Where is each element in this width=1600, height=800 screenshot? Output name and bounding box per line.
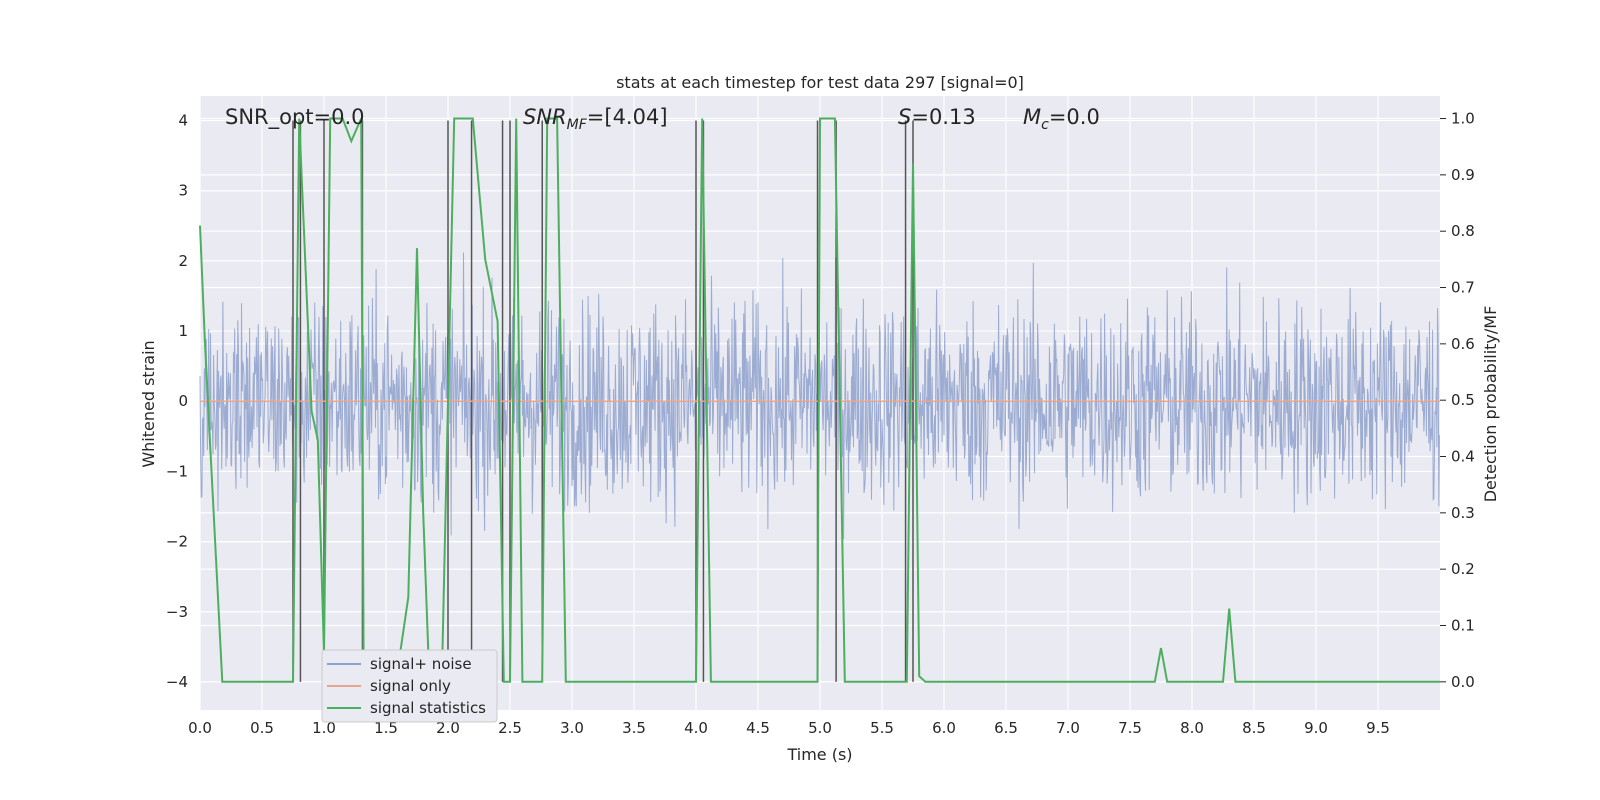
y-right-tick-label: 0.5 — [1451, 391, 1475, 409]
x-tick-label: 2.0 — [436, 719, 460, 737]
x-tick-label: 3.5 — [622, 719, 646, 737]
y-right-tick-label: 0.7 — [1451, 279, 1475, 297]
y-right-tick-label: 0.9 — [1451, 166, 1475, 184]
y-left-tick-label: 2 — [178, 252, 188, 270]
x-tick-label: 0.0 — [188, 719, 212, 737]
y-left-tick-label: 3 — [178, 182, 188, 200]
x-axis-title: Time (s) — [786, 745, 852, 764]
chart-title: stats at each timestep for test data 297… — [616, 73, 1024, 92]
annotation-snr-mf-sub: MF — [567, 117, 588, 133]
y-right-axis-ticks: 1.0 0.9 0.8 0.7 0.6 0.5 0.4 0.3 0.2 0.1 0.0 — [1440, 110, 1475, 691]
y-left-tick-label: 1 — [178, 322, 188, 340]
x-tick-label: 1.0 — [312, 719, 336, 737]
annotation-s-value: =0.13 — [911, 105, 975, 129]
annotation-mc: Mc=0.0 — [1023, 105, 1100, 133]
annotation-mc-sub: c — [1041, 117, 1049, 133]
legend-label-statistics: signal statistics — [370, 699, 486, 717]
x-tick-label: 3.0 — [560, 719, 584, 737]
annotation-snr-opt: SNR_opt=0.0 — [225, 105, 365, 130]
annotation-s-main: S — [898, 105, 911, 129]
x-tick-label: 5.0 — [808, 719, 832, 737]
x-axis-ticks: 0.0 0.5 1.0 1.5 2.0 2.5 3.0 3.5 4.0 4.5 5.0 5.5 6.0 6… — [188, 719, 1390, 737]
statistics-series — [199, 117, 1440, 683]
y-right-tick-label: 0.6 — [1451, 335, 1475, 353]
annotation-snr-mf-value: =[4.04] — [587, 105, 668, 129]
y-right-tick-label: 0.2 — [1451, 560, 1475, 578]
y-right-axis-title: Detection probability/MF — [1481, 306, 1500, 503]
x-tick-label: 9.5 — [1366, 719, 1390, 737]
x-tick-label: 1.5 — [374, 719, 398, 737]
x-tick-label: 4.5 — [746, 719, 770, 737]
y-right-tick-label: 0.3 — [1451, 504, 1475, 522]
x-tick-label: 9.0 — [1304, 719, 1328, 737]
x-tick-label: 0.5 — [250, 719, 274, 737]
legend: signal+ noise signal only signal statist… — [321, 649, 498, 723]
y-right-tick-label: 0.4 — [1451, 448, 1475, 466]
annotation-snr-mf: SNRMF=[4.04] — [523, 105, 668, 133]
legend-label-noise: signal+ noise — [370, 655, 472, 673]
x-tick-label: 6.0 — [932, 719, 956, 737]
y-left-tick-label: −3 — [166, 603, 188, 621]
x-tick-label: 2.5 — [498, 719, 522, 737]
x-tick-label: 6.5 — [994, 719, 1018, 737]
x-tick-label: 7.5 — [1118, 719, 1142, 737]
y-left-tick-label: −1 — [166, 462, 188, 480]
x-tick-label: 4.0 — [684, 719, 708, 737]
annotation-mc-main: M — [1023, 105, 1041, 129]
y-right-tick-label: 0.1 — [1451, 617, 1475, 635]
x-tick-label: 5.5 — [870, 719, 894, 737]
y-right-tick-label: 0.0 — [1451, 673, 1475, 691]
y-right-tick-label: 0.8 — [1451, 222, 1475, 240]
legend-box — [321, 649, 498, 723]
annotation-snr-mf-main: SNR — [523, 105, 567, 129]
x-tick-label: 8.0 — [1180, 719, 1204, 737]
x-tick-label: 7.0 — [1056, 719, 1080, 737]
y-left-tick-label: −2 — [166, 533, 188, 551]
y-left-tick-label: 4 — [178, 112, 188, 130]
y-left-axis-ticks: 4 3 2 1 0 −1 −2 −3 −4 — [166, 112, 188, 691]
y-right-tick-label: 1.0 — [1451, 110, 1475, 128]
annotation-mc-value: =0.0 — [1049, 105, 1100, 129]
y-left-tick-label: 0 — [178, 392, 188, 410]
legend-label-signal: signal only — [370, 677, 451, 695]
statistics-line — [199, 117, 1440, 683]
x-tick-label: 8.5 — [1242, 719, 1266, 737]
y-left-tick-label: −4 — [166, 673, 188, 691]
y-left-axis-title: Whitened strain — [139, 340, 158, 467]
annotation-s: S=0.13 — [898, 105, 976, 129]
